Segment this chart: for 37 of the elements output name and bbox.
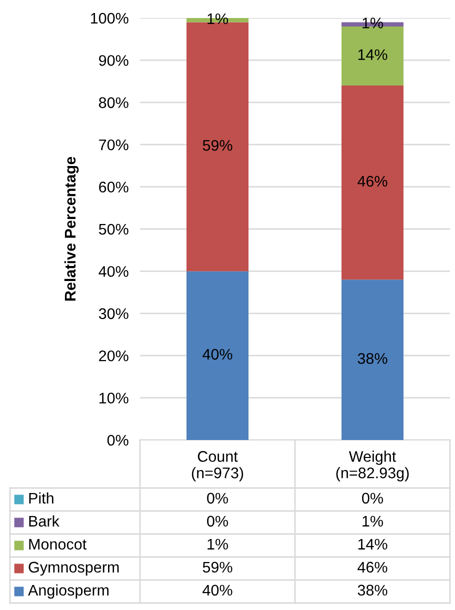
data-label: 0% bbox=[207, 516, 228, 527]
y-tick-label: 60% bbox=[99, 182, 128, 192]
y-tick-label: 50% bbox=[98, 224, 128, 235]
x-tick-label: Weight (n=82.93g) bbox=[336, 450, 409, 482]
data-label: 14% bbox=[358, 538, 388, 550]
data-label: 40% bbox=[202, 584, 232, 596]
legend-label: Bark bbox=[29, 515, 60, 527]
y-axis-title: Relative Percentage bbox=[64, 156, 79, 301]
data-label: 0% bbox=[362, 492, 383, 504]
data-label: 1% bbox=[208, 538, 228, 550]
text: 14% bbox=[358, 49, 388, 60]
y-tick-label: 70% bbox=[99, 139, 128, 150]
data-label: 38% bbox=[358, 584, 388, 596]
y-tick-label: 10% bbox=[99, 392, 128, 404]
y-tick-label: 40% bbox=[98, 266, 128, 277]
text: 38% bbox=[358, 353, 388, 364]
y-tick-label: 0% bbox=[107, 434, 128, 446]
data-label: 1% bbox=[362, 516, 383, 527]
text: 59% bbox=[202, 140, 232, 151]
y-tick-label: 30% bbox=[98, 308, 128, 320]
y-tick-label: 20% bbox=[99, 350, 128, 362]
bar bbox=[342, 86, 404, 280]
legend-label: Pith bbox=[29, 492, 54, 504]
y-tick-label: 100% bbox=[90, 12, 128, 24]
legend-label: Angiosperm bbox=[28, 584, 109, 599]
text: 46% bbox=[358, 176, 388, 187]
data-label: 46% bbox=[358, 562, 388, 573]
legend-label: Gymnosperm bbox=[28, 562, 119, 576]
y-tick-label: 90% bbox=[99, 55, 128, 66]
y-tick-label: 80% bbox=[98, 97, 128, 108]
data-label: 59% bbox=[202, 562, 232, 573]
text: 40% bbox=[202, 348, 232, 360]
x-tick-label: Count (n=973) bbox=[192, 451, 244, 482]
data-label: 0% bbox=[207, 492, 228, 504]
legend-label: Monocot bbox=[29, 538, 86, 550]
bar bbox=[186, 271, 248, 440]
bar bbox=[342, 280, 404, 440]
